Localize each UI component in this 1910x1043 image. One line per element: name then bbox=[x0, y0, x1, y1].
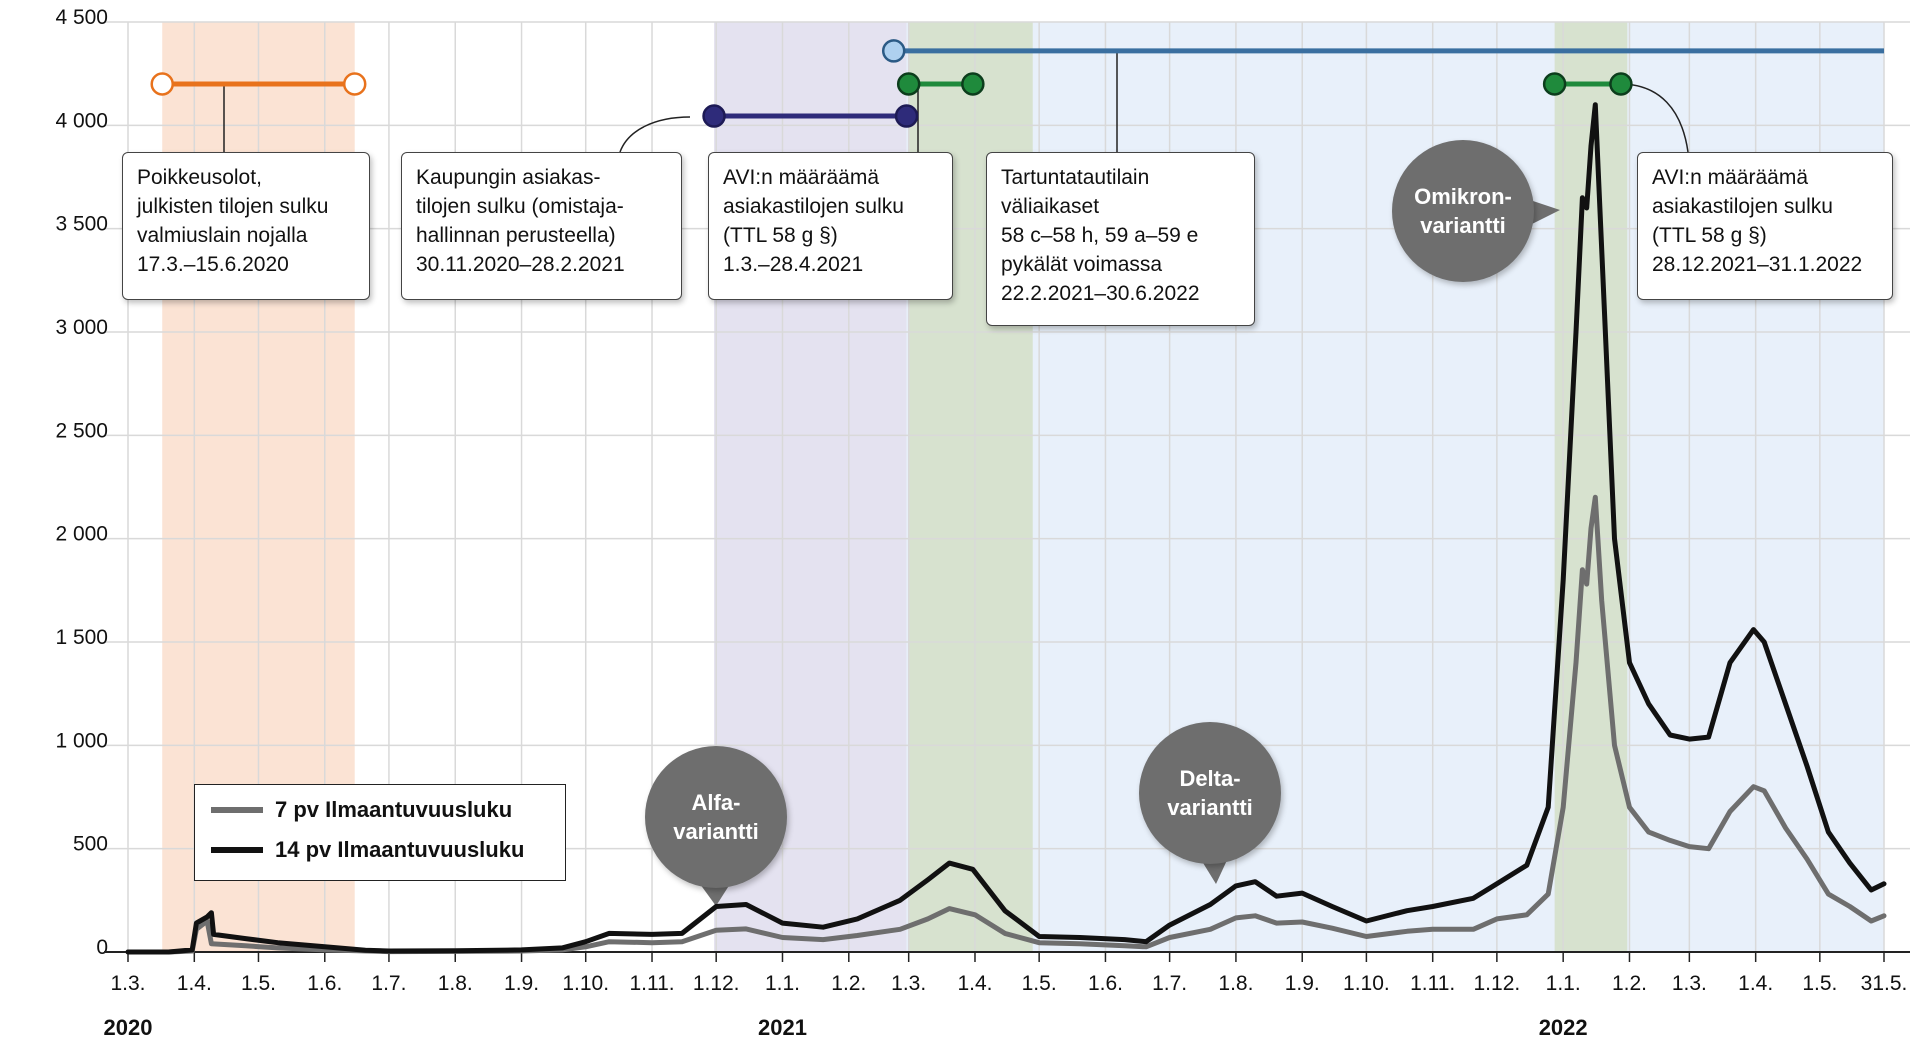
annotation-line: tilojen sulku (omistaja- bbox=[416, 195, 624, 218]
bubble-pointer bbox=[1528, 200, 1560, 226]
x-tick-label: 1.3. bbox=[1672, 972, 1707, 995]
x-tick-label: 1.7. bbox=[371, 972, 406, 995]
variant-line: Delta- bbox=[1179, 766, 1241, 791]
x-tick-label: 1.12. bbox=[1474, 972, 1521, 995]
period-marker-start bbox=[881, 39, 906, 63]
annotation-line: pykälät voimassa bbox=[1001, 253, 1163, 276]
x-tick-label: 1.1. bbox=[1546, 972, 1581, 995]
annotation-avi-2021: AVI:n määräämä asiakastilojen sulku (TTL… bbox=[708, 152, 953, 300]
annotation-line: Tartuntatautilain bbox=[1001, 166, 1150, 189]
x-tick-label: 1.4. bbox=[177, 972, 212, 995]
annotation-poikkeusolot: Poikkeusolot, julkisten tilojen sulku va… bbox=[122, 152, 370, 300]
x-tick-label: 1.7. bbox=[1152, 972, 1187, 995]
variant-line: Omikron- bbox=[1414, 184, 1512, 209]
x-tick-label: 1.4. bbox=[957, 972, 992, 995]
annotation-line: 58 c–58 h, 59 a–59 e bbox=[1001, 224, 1199, 247]
annotation-line: 17.3.–15.6.2020 bbox=[137, 253, 289, 276]
variant-line: variantti bbox=[1167, 795, 1253, 820]
annotation-line: Kaupungin asiakas- bbox=[416, 166, 601, 189]
variant-line: variantti bbox=[673, 819, 759, 844]
legend-item-7pv: 7 pv Ilmaantuvuusluku bbox=[211, 797, 512, 823]
x-tick-label: 1.8. bbox=[1218, 972, 1253, 995]
y-tick-label: 2 500 bbox=[55, 419, 108, 442]
x-tick-label: 31.5. bbox=[1861, 972, 1908, 995]
year-label: 2020 bbox=[104, 1015, 153, 1040]
x-tick-label: 1.11. bbox=[1410, 972, 1455, 995]
series-line-14pv bbox=[125, 102, 1887, 955]
y-tick-label: 3 000 bbox=[55, 316, 108, 339]
period-marker-end bbox=[342, 72, 367, 96]
annotation-kaupungin-sulku: Kaupungin asiakas- tilojen sulku (omista… bbox=[401, 152, 682, 300]
series-lines bbox=[125, 102, 1887, 955]
annotation-line: AVI:n määräämä bbox=[723, 166, 880, 189]
x-tick-label: 1.5. bbox=[241, 972, 276, 995]
period-marker-start bbox=[150, 72, 174, 96]
variant-bubble-omikron: Omikron- variantti bbox=[1392, 140, 1534, 282]
period-marker-start bbox=[896, 72, 921, 96]
annotation-line: (TTL 58 g §) bbox=[1652, 224, 1767, 247]
variant-bubble-delta: Delta- variantti bbox=[1139, 722, 1281, 864]
annotation-line: AVI:n määräämä bbox=[1652, 166, 1809, 189]
annotation-line: 22.2.2021–30.6.2022 bbox=[1001, 282, 1200, 305]
y-tick-label: 3 500 bbox=[55, 213, 108, 236]
annotation-line: asiakastilojen sulku bbox=[723, 195, 904, 218]
legend-swatch bbox=[211, 807, 263, 813]
annotation-avi-2022: AVI:n määräämä asiakastilojen sulku (TTL… bbox=[1637, 152, 1893, 300]
annotation-line: julkisten tilojen sulku bbox=[137, 195, 329, 218]
bubble-pointer bbox=[700, 884, 730, 906]
legend-label: 14 pv Ilmaantuvuusluku bbox=[275, 837, 525, 862]
x-tick-label: 1.2. bbox=[831, 972, 866, 995]
y-tick-label: 1 000 bbox=[55, 729, 108, 752]
annotation-line: (TTL 58 g §) bbox=[723, 224, 838, 247]
annotation-tartuntatautilaki: Tartuntatautilain väliaikaset 58 c–58 h,… bbox=[986, 152, 1255, 326]
x-tick-label: 1.1. bbox=[765, 972, 800, 995]
annotation-connector bbox=[619, 116, 691, 153]
period-marker-end bbox=[1609, 72, 1633, 96]
period-marker-end bbox=[894, 104, 919, 128]
period-markers bbox=[150, 39, 1884, 128]
x-tick-label: 1.11. bbox=[629, 972, 674, 995]
annotation-line: asiakastilojen sulku bbox=[1652, 195, 1833, 218]
legend-item-14pv: 14 pv Ilmaantuvuusluku bbox=[211, 837, 524, 863]
x-tick-label: 1.3. bbox=[110, 972, 145, 995]
y-tick-label: 4 000 bbox=[55, 109, 108, 132]
variant-line: variantti bbox=[1420, 213, 1506, 238]
x-tick-label: 1.6. bbox=[1088, 972, 1123, 995]
x-tick-label: 1.3. bbox=[891, 972, 926, 995]
y-tick-label: 0 bbox=[96, 936, 108, 959]
period-marker-start bbox=[1542, 72, 1567, 96]
y-tick-label: 2 000 bbox=[55, 523, 108, 546]
chart-legend: 7 pv Ilmaantuvuusluku 14 pv Ilmaantuvuus… bbox=[194, 784, 566, 881]
y-tick-label: 500 bbox=[73, 833, 108, 856]
x-tick-label: 1.9. bbox=[504, 972, 539, 995]
y-tick-label: 1 500 bbox=[55, 626, 108, 649]
legend-label: 7 pv Ilmaantuvuusluku bbox=[275, 797, 513, 822]
annotation-line: Poikkeusolot, bbox=[137, 166, 262, 189]
x-tick-label: 1.2. bbox=[1612, 972, 1647, 995]
annotation-line: 30.11.2020–28.2.2021 bbox=[416, 253, 625, 276]
variant-line: Alfa- bbox=[691, 790, 741, 815]
x-tick-label: 1.5. bbox=[1802, 972, 1837, 995]
x-tick-label: 1.10. bbox=[1343, 972, 1390, 995]
annotation-line: väliaikaset bbox=[1001, 195, 1100, 218]
x-tick-label: 1.6. bbox=[307, 972, 342, 995]
period-marker-start bbox=[702, 104, 726, 128]
annotation-line: 1.3.–28.4.2021 bbox=[723, 253, 864, 276]
x-tick-label: 1.10. bbox=[562, 972, 609, 995]
annotation-line: valmiuslain nojalla bbox=[137, 224, 308, 247]
period-marker-end bbox=[961, 72, 985, 96]
year-label: 2022 bbox=[1539, 1015, 1588, 1040]
annotation-line: hallinnan perusteella) bbox=[416, 224, 616, 247]
bubble-pointer bbox=[1200, 858, 1228, 884]
x-tick-label: 1.5. bbox=[1022, 972, 1057, 995]
legend-swatch bbox=[211, 847, 263, 853]
x-tick-label: 1.12. bbox=[693, 972, 740, 995]
y-tick-label: 4 500 bbox=[55, 6, 108, 29]
x-tick-label: 1.4. bbox=[1738, 972, 1773, 995]
annotation-line: 28.12.2021–31.1.2022 bbox=[1652, 253, 1863, 276]
x-tick-label: 1.8. bbox=[438, 972, 473, 995]
variant-bubble-alfa: Alfa- variantti bbox=[645, 746, 787, 888]
year-label: 2021 bbox=[758, 1015, 807, 1040]
x-tick-label: 1.9. bbox=[1285, 972, 1320, 995]
